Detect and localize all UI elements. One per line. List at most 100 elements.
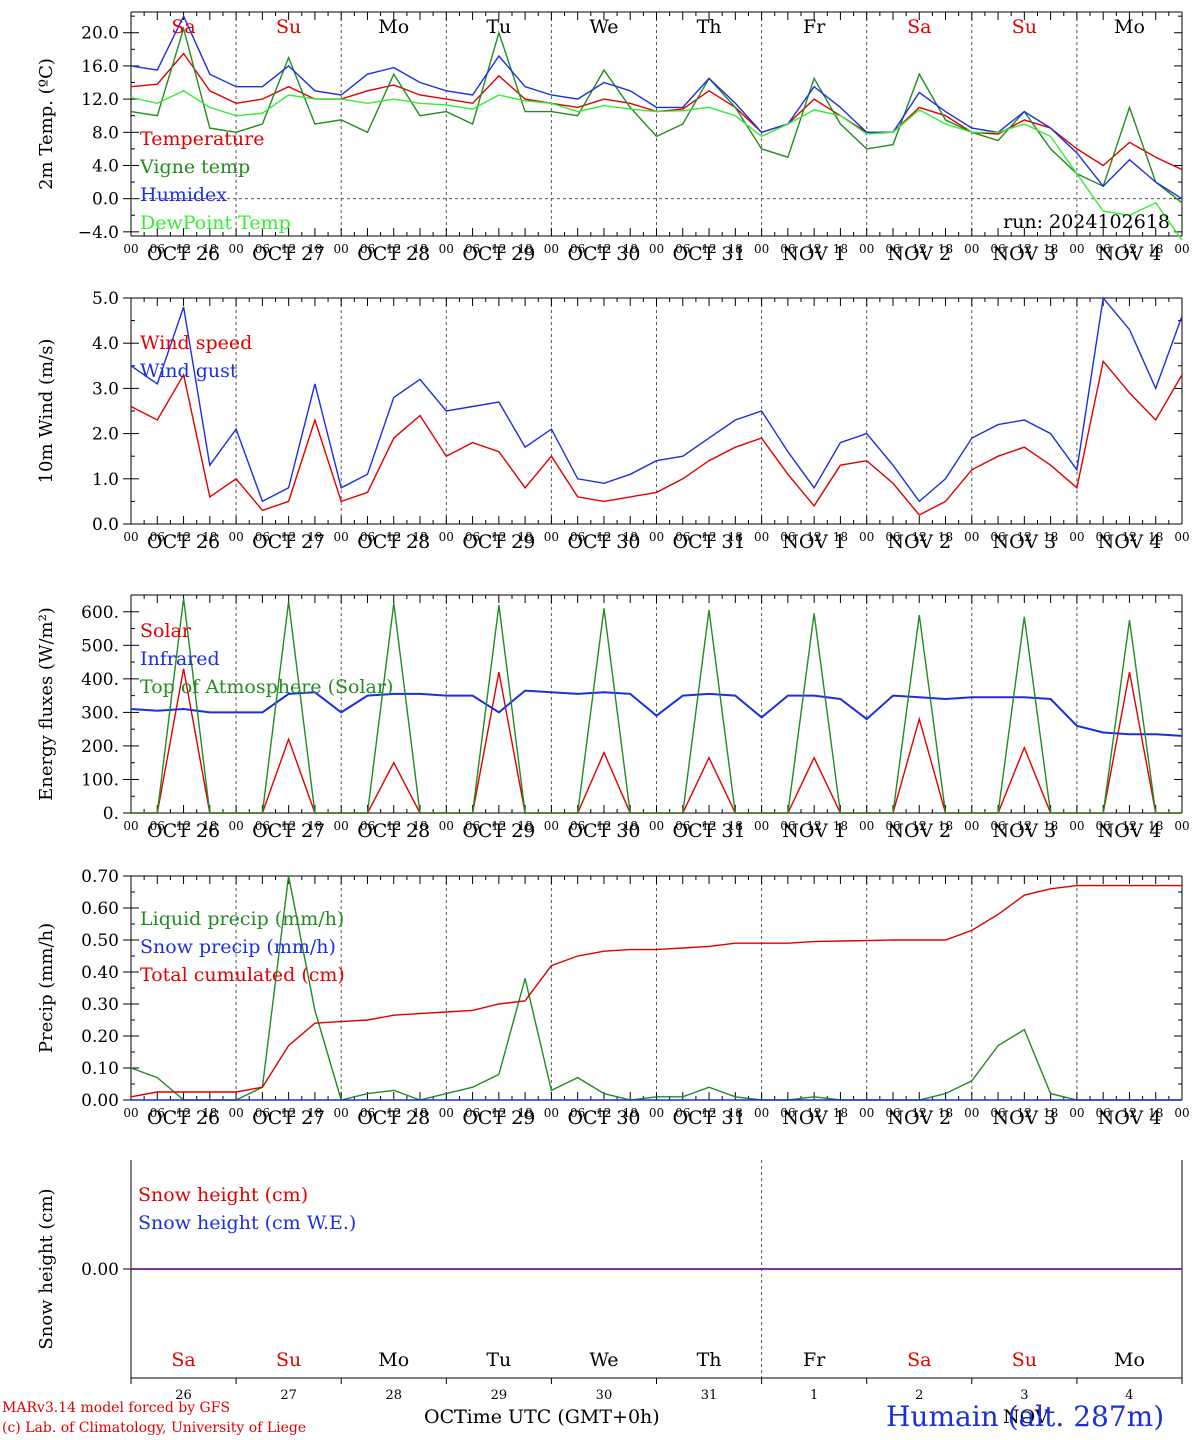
- hour-tick-label: 06: [1096, 242, 1111, 256]
- day-name-top: Su: [276, 16, 301, 38]
- series-line-total-cumulated-cm-: [130, 884, 1182, 1098]
- hour-tick-label: 00: [754, 530, 769, 544]
- hour-tick-label: 06: [885, 1106, 900, 1120]
- hour-tick-label: 00: [228, 242, 243, 256]
- day-name-top: Tu: [486, 16, 511, 38]
- y-tick-label: 0.: [103, 804, 119, 824]
- day-name-top: Mo: [1114, 16, 1145, 38]
- y-tick-label: 0.70: [81, 867, 119, 887]
- legend-wind-speed: Wind speed: [140, 332, 252, 354]
- legend-solar: Solar: [140, 620, 192, 642]
- date-label: OCT 30: [567, 1107, 640, 1129]
- y-tick-label: 600.: [81, 603, 119, 623]
- series-line-vigne-temp: [130, 26, 1183, 204]
- series-line-humidex: [130, 14, 1183, 200]
- hour-tick-label: 00: [334, 242, 349, 256]
- day-number: 4: [1125, 1388, 1133, 1403]
- y-tick-label: 0.10: [81, 1059, 119, 1079]
- hour-tick-label: 00: [123, 1106, 138, 1120]
- hour-tick-label: 18: [833, 530, 848, 544]
- date-label: NOV 2: [887, 1107, 951, 1129]
- date-label: NOV 3: [992, 531, 1056, 553]
- hour-tick-label: 18: [1043, 242, 1058, 256]
- date-label: NOV 3: [992, 243, 1056, 265]
- hour-tick-label: 12: [386, 819, 401, 833]
- hour-tick-label: 00: [544, 1106, 559, 1120]
- hour-tick-label: 00: [1174, 1106, 1189, 1120]
- hour-tick-label: 12: [1122, 819, 1137, 833]
- day-name-bottom: Sa: [171, 1349, 195, 1371]
- series-line-wind-gust: [130, 296, 1183, 503]
- hour-tick-label: 00: [964, 819, 979, 833]
- hour-tick-label: 18: [938, 819, 953, 833]
- hour-tick-label: 18: [728, 530, 743, 544]
- date-label: NOV 4: [1098, 531, 1162, 553]
- hour-tick-label: 06: [675, 242, 690, 256]
- hour-tick-label: 18: [1043, 819, 1058, 833]
- y-tick-label: 3.0: [92, 379, 119, 399]
- hour-tick-label: 12: [596, 530, 611, 544]
- hour-tick-label: 12: [281, 1106, 296, 1120]
- date-label: NOV 4: [1098, 243, 1162, 265]
- hour-tick-label: 06: [1096, 530, 1111, 544]
- hour-tick-label: 12: [701, 1106, 716, 1120]
- month-label-oct: OCT: [424, 1406, 467, 1428]
- hour-tick-label: 12: [701, 242, 716, 256]
- hour-tick-label: 06: [255, 1106, 270, 1120]
- date-label: OCT 26: [147, 531, 220, 553]
- date-label: OCT 28: [357, 820, 430, 842]
- hour-tick-label: 18: [1043, 1106, 1058, 1120]
- hour-tick-label: 06: [360, 1106, 375, 1120]
- date-label: OCT 28: [357, 531, 430, 553]
- y-tick-label: 4.0: [92, 156, 119, 176]
- hour-tick-label: 18: [938, 530, 953, 544]
- day-number: 30: [596, 1388, 613, 1403]
- hour-tick-label: 12: [176, 242, 191, 256]
- hour-tick-label: 00: [754, 819, 769, 833]
- station-label: Humain (alt. 287m): [886, 1400, 1165, 1433]
- hour-tick-label: 18: [412, 819, 427, 833]
- day-name-bottom: Tu: [486, 1349, 511, 1371]
- hour-tick-label: 18: [833, 242, 848, 256]
- hour-tick-label: 00: [1069, 242, 1084, 256]
- day-number: 2: [915, 1388, 923, 1403]
- month-label-nov: NOV: [1003, 1406, 1049, 1428]
- hour-tick-label: 06: [780, 530, 795, 544]
- day-number: 26: [175, 1388, 192, 1403]
- series-line-top-of-atmosphere-solar-: [131, 598, 1182, 814]
- hour-tick-label: 12: [912, 530, 927, 544]
- hour-tick-label: 06: [990, 819, 1005, 833]
- day-number: 3: [1020, 1388, 1028, 1403]
- date-label: OCT 29: [462, 1107, 535, 1129]
- day-number: 1: [810, 1388, 818, 1403]
- hour-tick-label: 06: [675, 530, 690, 544]
- hour-tick-label: 12: [1017, 242, 1032, 256]
- hour-tick-label: 12: [491, 530, 506, 544]
- hour-tick-label: 18: [202, 242, 217, 256]
- hour-tick-label: 12: [807, 530, 822, 544]
- hour-tick-label: 18: [833, 1106, 848, 1120]
- hour-tick-label: 12: [912, 819, 927, 833]
- hour-tick-label: 00: [859, 242, 874, 256]
- day-number: 29: [491, 1388, 508, 1403]
- hour-tick-label: 18: [623, 819, 638, 833]
- hour-tick-label: 06: [885, 242, 900, 256]
- date-label: NOV 2: [887, 243, 951, 265]
- hour-tick-label: 06: [990, 242, 1005, 256]
- hour-tick-label: 18: [202, 1106, 217, 1120]
- hour-tick-label: 18: [938, 1106, 953, 1120]
- date-label: OCT 29: [462, 531, 535, 553]
- date-label: NOV 1: [782, 531, 846, 553]
- hour-tick-label: 06: [1096, 819, 1111, 833]
- y-tick-label: 16.0: [81, 57, 119, 77]
- hour-tick-label: 18: [517, 1106, 532, 1120]
- date-label: OCT 26: [147, 820, 220, 842]
- hour-tick-label: 12: [386, 242, 401, 256]
- y-axis-label-temperature: 2m Temp. (ºC): [36, 58, 57, 190]
- hour-tick-label: 00: [964, 242, 979, 256]
- legend-temperature: Temperature: [140, 128, 264, 150]
- hour-tick-label: 00: [964, 530, 979, 544]
- hour-tick-label: 06: [360, 819, 375, 833]
- hour-tick-label: 18: [412, 530, 427, 544]
- hour-tick-label: 00: [123, 819, 138, 833]
